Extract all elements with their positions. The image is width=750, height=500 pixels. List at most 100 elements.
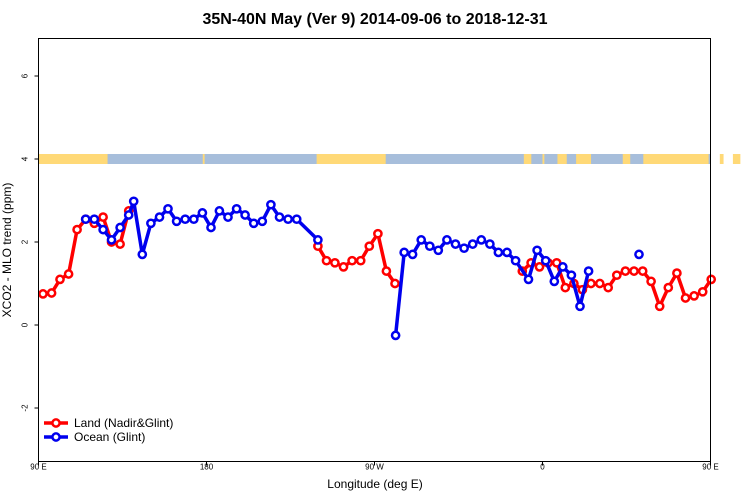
data-point — [171, 216, 182, 227]
data-point — [266, 199, 276, 210]
legend: Land (Nadir&Glint)Ocean (Glint) — [44, 416, 173, 444]
land-band-segment — [557, 154, 567, 164]
data-point — [115, 222, 125, 233]
data-point — [663, 282, 674, 293]
data-point — [502, 247, 512, 258]
data-point — [248, 218, 259, 229]
data-point — [523, 274, 534, 285]
data-point — [55, 274, 65, 285]
data-point — [493, 247, 504, 258]
data-point — [549, 276, 560, 287]
plot-area — [38, 154, 741, 341]
data-point — [390, 330, 401, 341]
x-tick-label: 0 — [540, 463, 545, 472]
chart-title: 35N-40N May (Ver 9) 2014-09-06 to 2018-1… — [202, 11, 547, 28]
data-point — [654, 301, 665, 312]
y-axis-ticks: -2 0 2 4 6 — [21, 73, 39, 412]
x-tick-label: 90 E — [702, 463, 718, 472]
data-point — [291, 214, 302, 225]
data-point — [146, 218, 156, 229]
y-tick-label: 2 — [21, 239, 30, 244]
data-point — [38, 289, 48, 299]
data-point — [321, 255, 332, 266]
data-point — [214, 206, 225, 216]
data-point — [347, 255, 357, 266]
data-point — [476, 235, 487, 245]
series-ocean — [80, 196, 644, 341]
data-point — [274, 212, 285, 222]
y-axis-label: XCO2 - MLO trend (ppm) — [0, 183, 14, 318]
data-point — [381, 266, 392, 276]
data-point — [672, 268, 682, 278]
plot-frame — [38, 38, 711, 462]
data-point — [80, 214, 91, 225]
data-point — [128, 196, 139, 207]
data-point — [63, 269, 74, 279]
data-point — [330, 257, 340, 268]
data-point — [206, 222, 216, 233]
data-point — [646, 276, 656, 287]
x-tick-label: 180 — [200, 463, 214, 472]
legend-label: Ocean (Glint) — [74, 430, 145, 444]
data-point — [390, 278, 400, 289]
data-point — [240, 210, 250, 220]
data-point — [485, 239, 495, 249]
land-band-segment — [316, 154, 386, 164]
y-tick-label: 6 — [21, 73, 30, 78]
data-point — [540, 255, 551, 266]
data-point — [706, 274, 717, 285]
data-point — [197, 208, 208, 218]
data-point — [566, 270, 577, 281]
data-point — [106, 235, 117, 245]
data-point — [416, 235, 427, 245]
data-point — [364, 241, 375, 252]
data-point — [534, 262, 545, 272]
data-point — [355, 255, 366, 266]
data-point — [115, 239, 125, 249]
data-point — [629, 266, 639, 276]
data-point — [586, 278, 596, 289]
land-band-segment — [202, 154, 205, 164]
data-point — [680, 293, 691, 303]
data-point — [637, 266, 648, 276]
data-point — [89, 214, 100, 225]
data-point — [373, 228, 383, 239]
x-tick-label: 90 W — [365, 463, 384, 472]
data-point — [560, 282, 571, 293]
land-band-segment — [523, 154, 532, 164]
data-point — [603, 282, 614, 293]
data-point — [532, 245, 542, 256]
data-point — [98, 212, 108, 222]
land-band-segment — [38, 154, 108, 164]
y-tick-label: -2 — [21, 404, 30, 412]
data-point — [283, 214, 293, 225]
data-point — [634, 249, 644, 260]
data-point — [450, 239, 461, 249]
legend-marker — [51, 418, 61, 428]
data-point — [180, 214, 191, 225]
data-point — [123, 210, 134, 220]
data-point — [467, 239, 478, 249]
data-point — [188, 214, 199, 225]
land-band-segment — [576, 154, 592, 164]
y-tick-label: 4 — [21, 156, 30, 161]
data-point — [689, 291, 699, 301]
y-tick-label: 0 — [21, 322, 30, 327]
data-point — [72, 224, 82, 235]
data-point — [459, 243, 469, 254]
data-point — [424, 241, 435, 252]
data-point — [433, 245, 444, 256]
x-tick-label: 90 E — [30, 463, 46, 472]
data-point — [98, 224, 108, 235]
data-point — [620, 266, 631, 276]
land-band-segment — [719, 154, 724, 164]
data-point — [510, 255, 521, 266]
data-point — [583, 266, 594, 276]
x-axis-ticks: 90 E 180 90 W 0 90 E — [30, 461, 719, 472]
legend-marker — [51, 432, 61, 442]
legend-label: Land (Nadir&Glint) — [74, 416, 173, 430]
data-point — [442, 235, 452, 245]
land-band-segment — [622, 154, 631, 164]
data-point — [46, 288, 57, 298]
